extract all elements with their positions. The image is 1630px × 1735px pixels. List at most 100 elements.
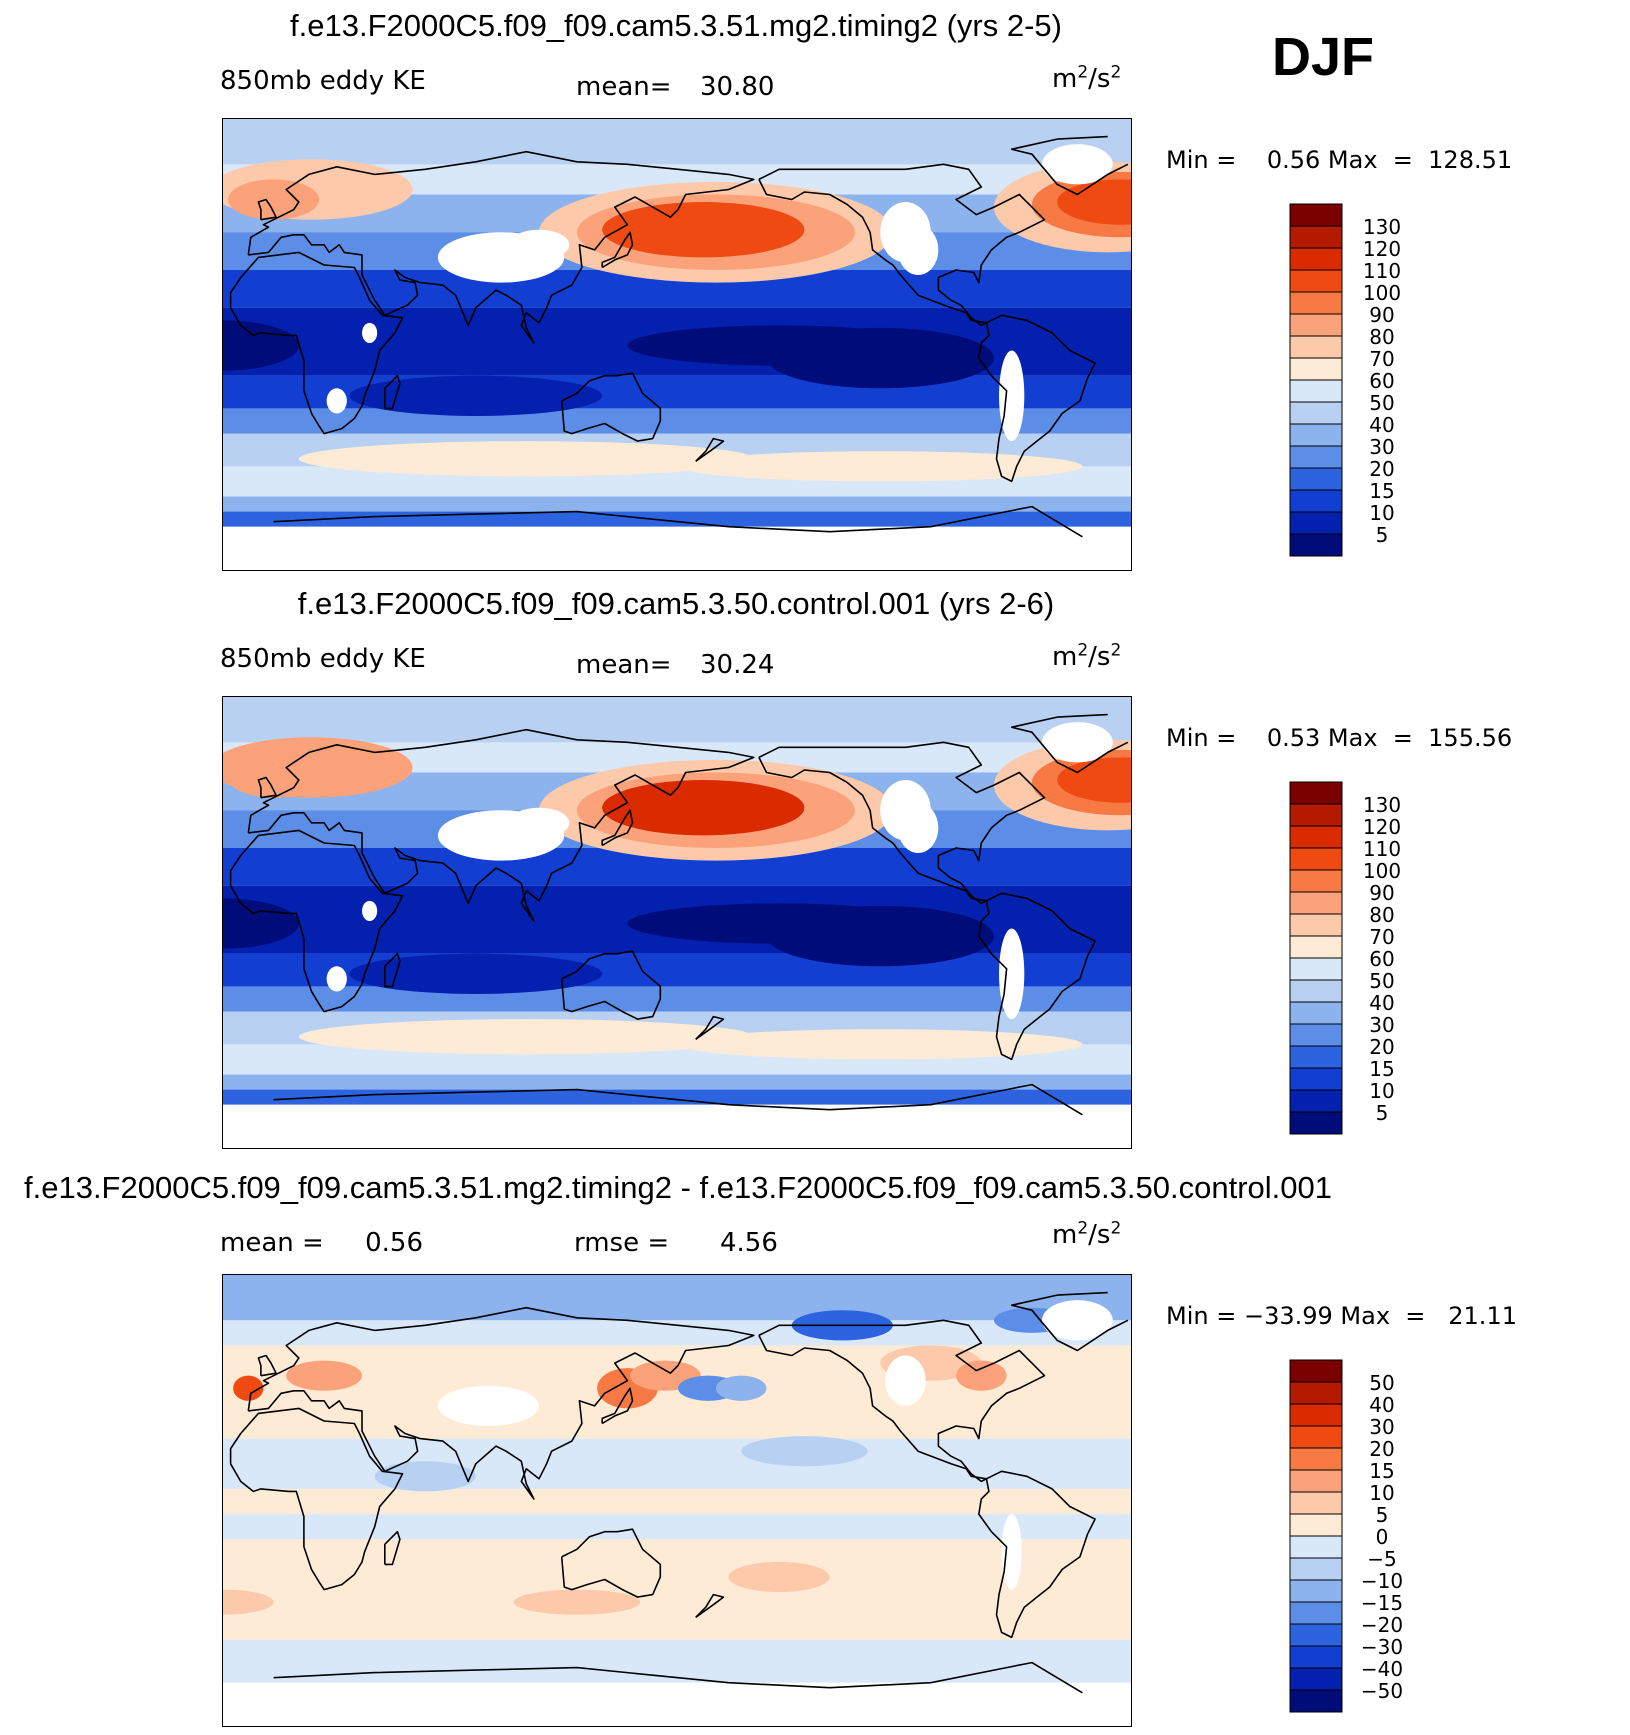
colorbar-tick-label: 60 xyxy=(1369,369,1394,393)
colorbar-swatch xyxy=(1289,935,1343,959)
coastline xyxy=(273,505,1083,538)
field-contour-region xyxy=(956,1360,1007,1391)
colorbar-tick-label: −30 xyxy=(1361,1635,1403,1659)
colorbar-swatch xyxy=(1289,1381,1343,1405)
unit-exponent: 2 xyxy=(1077,62,1089,83)
coastline xyxy=(978,892,1096,1061)
panel-1-colorbar: 130 120 110 100 90 80 70 60 50 40 30 20 15 10 5 xyxy=(1289,203,1430,564)
colorbar-tick-label: 20 xyxy=(1369,457,1394,481)
colorbar-tick-label: 5 xyxy=(1376,1503,1389,1527)
colorbar-tick-label: 90 xyxy=(1369,303,1394,327)
colorbar-swatch xyxy=(1289,401,1343,425)
coastline xyxy=(384,374,401,410)
field-band xyxy=(223,1438,1131,1489)
field-contour-region xyxy=(223,1589,274,1615)
panel-2-title: f.e13.F2000C5.f09_f09.cam5.3.50.control.… xyxy=(297,586,1055,621)
panel-3-units: m2/s2 xyxy=(1052,1220,1121,1250)
missing-data-region xyxy=(897,224,939,276)
panel-2-mean-value: 30.24 xyxy=(700,650,775,680)
panel-1-map xyxy=(222,118,1132,571)
coastline xyxy=(758,1319,1046,1483)
colorbar-swatch xyxy=(1289,1447,1343,1471)
missing-data-region xyxy=(897,802,939,854)
coastline xyxy=(758,741,1046,905)
panel-2-colorbar: 130 120 110 100 90 80 70 60 50 40 30 20 15 10 5 xyxy=(1289,781,1430,1142)
field-contour-region xyxy=(298,1019,754,1055)
coastline xyxy=(229,829,404,1013)
unit-exponent: 2 xyxy=(1110,62,1122,83)
coastline xyxy=(384,952,401,988)
field-band xyxy=(223,496,1131,512)
colorbar-tick-label: 50 xyxy=(1369,969,1394,993)
antarctica-mask xyxy=(223,1104,1131,1148)
colorbar-tick-label: 70 xyxy=(1369,925,1394,949)
panel-2-variable-label: 850mb eddy KE xyxy=(220,644,426,674)
colorbar-swatch xyxy=(1289,467,1343,491)
colorbar-swatch xyxy=(1289,1359,1343,1383)
colorbar-swatch xyxy=(1289,803,1343,827)
colorbar-swatch xyxy=(1289,1557,1343,1581)
field-band xyxy=(223,1639,1131,1683)
colorbar-tick-label: 110 xyxy=(1363,259,1401,283)
unit-mid: /s xyxy=(1088,1220,1111,1250)
colorbar-swatch xyxy=(1289,1491,1343,1515)
colorbar-swatch xyxy=(1289,1645,1343,1669)
colorbar-tick-label: 10 xyxy=(1369,501,1394,525)
panel-1-mean-value: 30.80 xyxy=(700,72,775,102)
coastline xyxy=(229,251,404,435)
colorbar-swatch xyxy=(1289,957,1343,981)
missing-data-region xyxy=(999,928,1025,1020)
missing-data-region xyxy=(1042,722,1113,763)
colorbar-swatch xyxy=(1289,225,1343,249)
colorbar-swatch xyxy=(1289,847,1343,871)
field-contour-region xyxy=(286,1360,363,1391)
colorbar-swatch xyxy=(1289,1089,1343,1113)
coastline xyxy=(257,776,277,799)
colorbar-swatch xyxy=(1289,1001,1343,1025)
panel-3-title: f.e13.F2000C5.f09_f09.cam5.3.51.mg2.timi… xyxy=(24,1170,1332,1205)
colorbar-tick-label: 40 xyxy=(1369,413,1394,437)
colorbar-tick-label: 5 xyxy=(1376,523,1389,547)
field-contour-region xyxy=(766,327,994,389)
colorbar-tick-label: 10 xyxy=(1369,1079,1394,1103)
panel-1-mean-label: mean= xyxy=(576,72,672,102)
colorbar-swatch xyxy=(1289,1023,1343,1047)
coastline xyxy=(247,150,755,344)
coastline xyxy=(247,1306,755,1500)
colorbar-tick-label: 80 xyxy=(1369,325,1394,349)
colorbar-tick-label: 50 xyxy=(1369,391,1394,415)
coastline xyxy=(601,1387,634,1425)
colorbar-tick-label: −40 xyxy=(1361,1657,1403,1681)
field-band xyxy=(223,1320,1131,1346)
coastline xyxy=(257,1354,277,1377)
field-contour-region xyxy=(349,953,603,994)
colorbar-swatch xyxy=(1289,891,1343,915)
colorbar-tick-label: 30 xyxy=(1369,1013,1394,1037)
colorbar-swatch xyxy=(1289,1579,1343,1603)
colorbar-swatch xyxy=(1289,247,1343,271)
field-contour-region xyxy=(233,1375,264,1401)
colorbar-swatch xyxy=(1289,781,1343,805)
colorbar-swatch xyxy=(1289,313,1343,337)
coastline xyxy=(695,1015,725,1040)
field-contour-region xyxy=(602,202,805,258)
missing-data-region xyxy=(437,1385,539,1426)
field-contour-region xyxy=(741,1436,868,1467)
colorbar-tick-label: 0 xyxy=(1376,1525,1389,1549)
field-band xyxy=(223,697,1131,743)
colorbar-swatch xyxy=(1289,1623,1343,1647)
panel-3-map xyxy=(222,1274,1132,1727)
field-contour-region xyxy=(513,1589,641,1615)
colorbar-tick-label: 20 xyxy=(1369,1035,1394,1059)
missing-data-region xyxy=(999,350,1025,442)
colorbar-swatch xyxy=(1289,1045,1343,1069)
colorbar-tick-label: 15 xyxy=(1369,1057,1394,1081)
colorbar-swatch xyxy=(1289,269,1343,293)
colorbar-swatch xyxy=(1289,1689,1343,1713)
colorbar-swatch xyxy=(1289,1111,1343,1135)
colorbar-tick-label: 130 xyxy=(1363,215,1401,239)
coastline xyxy=(560,372,662,442)
colorbar-tick-label: 120 xyxy=(1363,237,1401,261)
missing-data-region xyxy=(362,322,378,343)
panel-2-units: m2/s2 xyxy=(1052,642,1121,672)
